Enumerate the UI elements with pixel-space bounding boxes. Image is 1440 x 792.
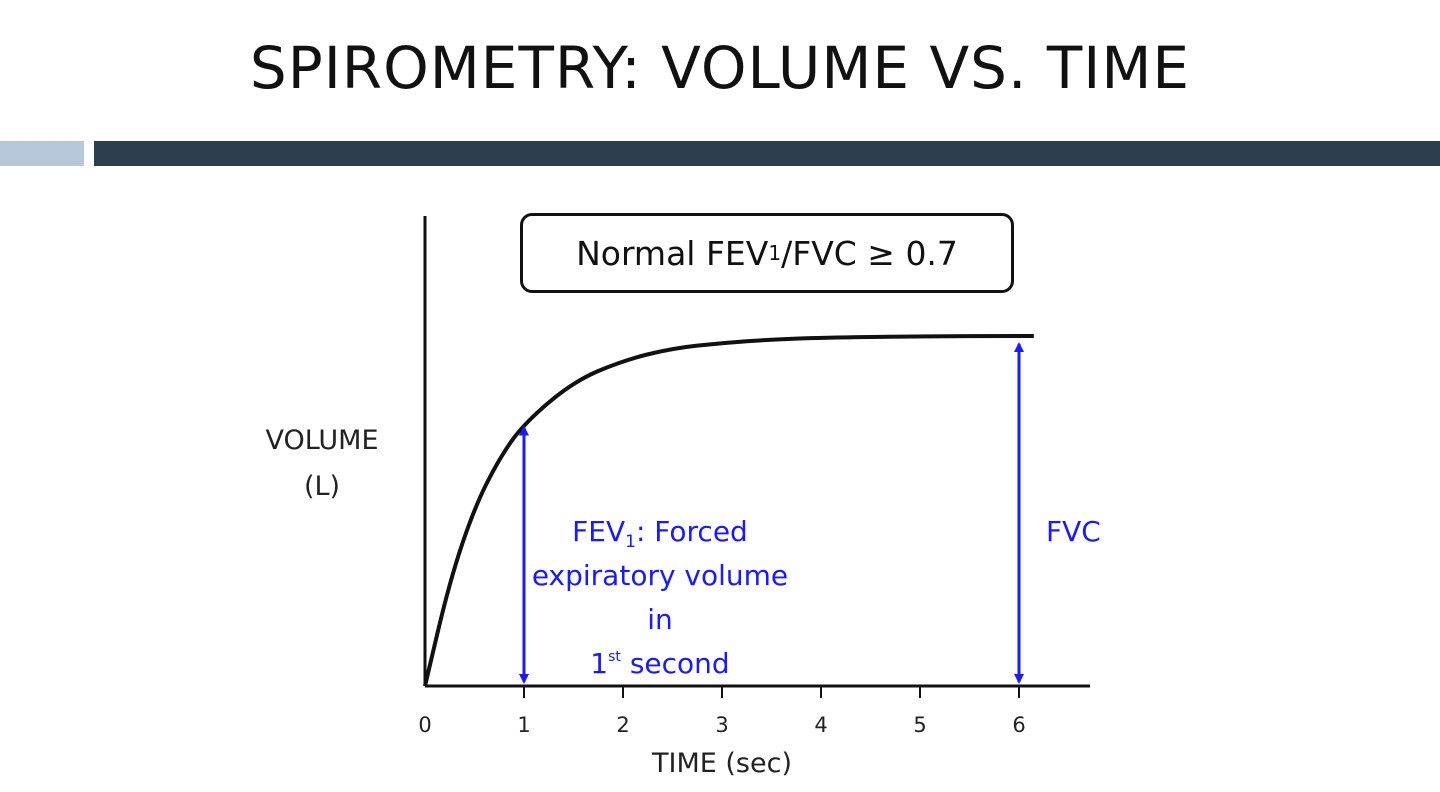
fev1-annotation-line3: 1st second [520,642,800,686]
title-accent-bar-dark [94,141,1440,166]
fvc-annotation: FVC [1046,515,1101,548]
callout-prefix: Normal FEV [576,233,769,273]
title-accent-bar-light [0,141,84,166]
fev1-line3-superscript: st [608,649,621,665]
fev1-term-subscript: 1 [625,532,636,552]
x-axis-label: TIME (sec) [652,748,792,779]
y-axis-label-line2: (L) [303,471,341,502]
x-tick-label-0: 0 [418,713,432,737]
fev1-annotation: FEV1: Forced expiratory volume in 1st se… [520,510,800,686]
y-axis-label-line1: VOLUME [265,425,379,456]
x-tick-label-2: 2 [616,713,630,737]
fev1-line3-number: 1 [590,647,609,680]
fev1-line3-rest: second [620,647,730,680]
y-axis-label: VOLUME (L) [222,418,422,510]
x-tick-label-4: 4 [814,713,828,737]
normal-ratio-callout: Normal FEV 1/FVC ≥ 0.7 [520,213,1014,293]
x-tick-marks [523,686,1020,698]
slide-title: SPIROMETRY: VOLUME VS. TIME [249,34,1191,102]
fev1-term: FEV [572,515,626,548]
fev1-annotation-line1: FEV1: Forced [520,510,800,554]
volume-time-curve [423,334,1034,687]
x-tick-label-1: 1 [517,713,531,737]
fev1-annotation-line2: expiratory volume in [531,559,789,636]
callout-suffix: /FVC ≥ 0.7 [781,233,958,273]
x-tick-label-6: 6 [1012,713,1026,737]
x-tick-label-3: 3 [715,713,729,737]
fev1-line1-rest: : Forced [635,515,748,548]
x-tick-label-5: 5 [913,713,927,737]
